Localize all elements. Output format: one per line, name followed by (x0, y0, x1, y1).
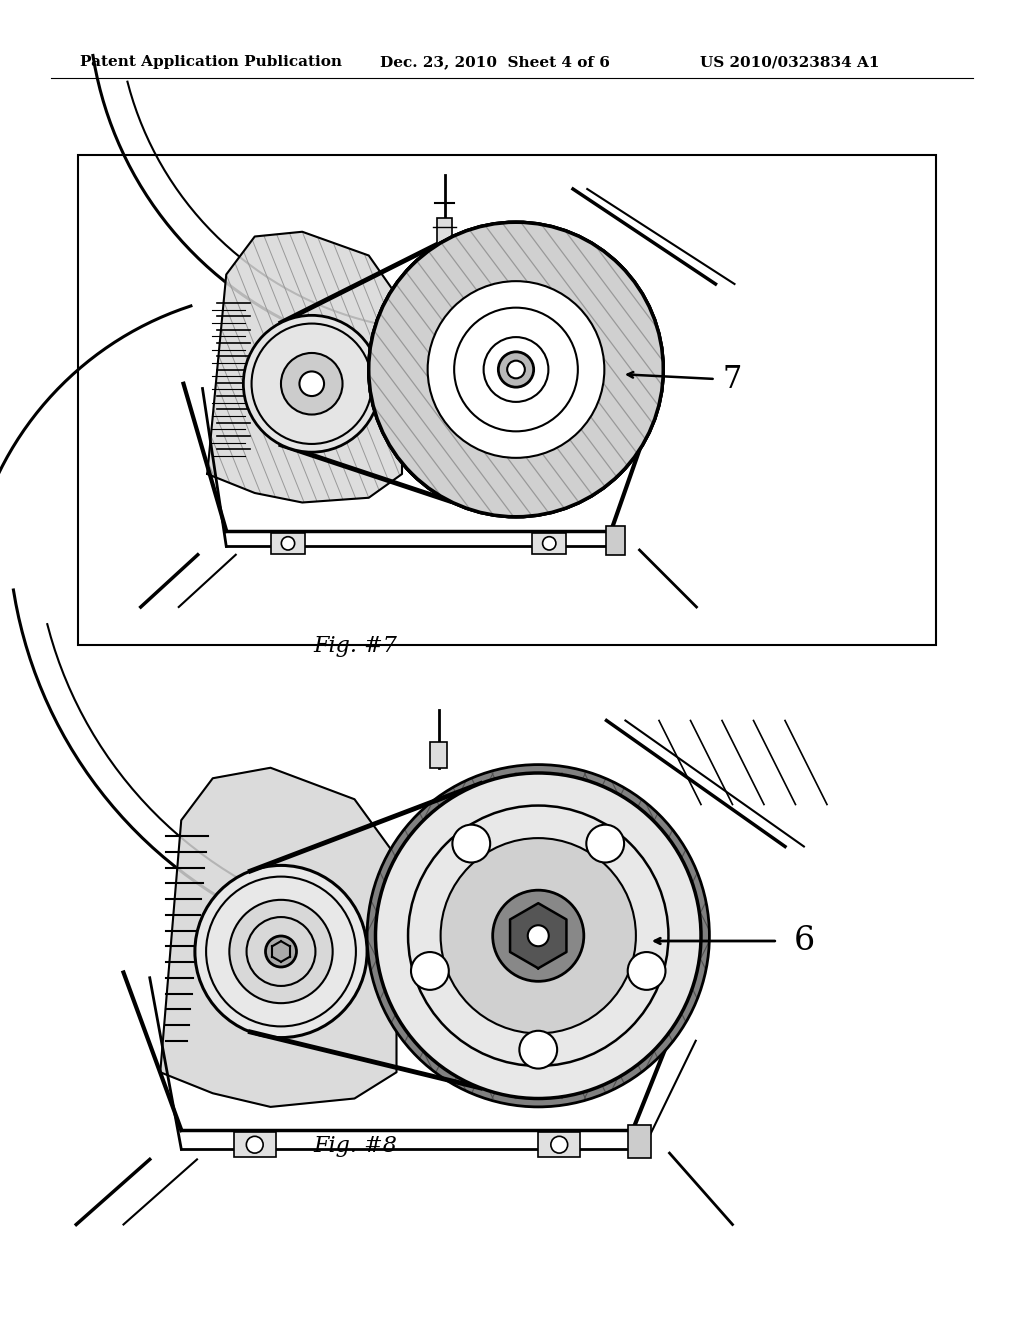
Circle shape (428, 281, 604, 458)
Circle shape (411, 952, 449, 990)
Text: US 2010/0323834 A1: US 2010/0323834 A1 (700, 55, 880, 69)
Circle shape (369, 222, 664, 516)
Circle shape (519, 1031, 557, 1069)
Bar (78, 154, 936, 645)
Text: Fig. #7: Fig. #7 (313, 635, 397, 657)
Text: 6: 6 (794, 925, 815, 957)
Circle shape (543, 537, 556, 550)
Circle shape (265, 936, 297, 968)
Circle shape (195, 866, 367, 1038)
Bar (539, 1133, 581, 1158)
Circle shape (628, 952, 666, 990)
Text: Fig. #8: Fig. #8 (313, 1135, 397, 1158)
Polygon shape (207, 232, 402, 503)
Bar (271, 533, 305, 554)
Text: 7: 7 (722, 363, 741, 395)
Circle shape (527, 925, 549, 946)
Circle shape (247, 1137, 263, 1154)
Circle shape (499, 352, 534, 387)
Circle shape (244, 315, 380, 453)
Circle shape (551, 1137, 567, 1154)
Circle shape (282, 537, 295, 550)
Bar (606, 527, 626, 554)
Circle shape (440, 838, 636, 1034)
Circle shape (229, 900, 333, 1003)
Circle shape (369, 222, 664, 516)
Circle shape (281, 352, 343, 414)
Circle shape (507, 360, 525, 379)
Circle shape (587, 825, 624, 862)
Bar (437, 218, 453, 246)
Circle shape (376, 774, 701, 1098)
Polygon shape (368, 764, 710, 1107)
Bar (628, 1125, 650, 1159)
Polygon shape (369, 222, 664, 516)
Polygon shape (160, 768, 396, 1107)
Circle shape (299, 371, 324, 396)
Bar (233, 1133, 275, 1158)
Text: Dec. 23, 2010  Sheet 4 of 6: Dec. 23, 2010 Sheet 4 of 6 (380, 55, 610, 69)
Circle shape (453, 825, 490, 862)
Circle shape (428, 281, 604, 458)
Text: Patent Application Publication: Patent Application Publication (80, 55, 342, 69)
Circle shape (493, 890, 584, 981)
Bar (430, 742, 446, 768)
Bar (532, 533, 566, 554)
Polygon shape (510, 903, 566, 969)
